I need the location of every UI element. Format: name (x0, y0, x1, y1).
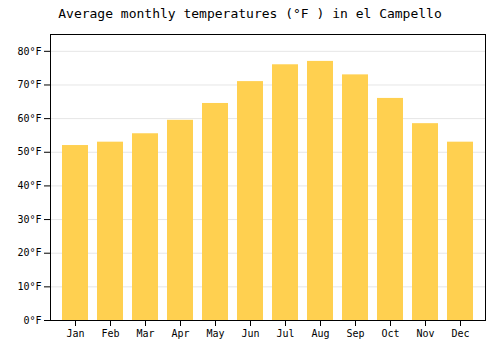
svg-text:Oct: Oct (381, 328, 399, 339)
svg-text:Jan: Jan (66, 328, 84, 339)
svg-text:20°F: 20°F (17, 247, 41, 258)
svg-text:Apr: Apr (171, 328, 189, 339)
html-text:Average monthly temperatures (: Average monthly temperatures (°F ) in el… (58, 6, 442, 21)
svg-text:0°F: 0°F (23, 315, 41, 326)
svg-text:Dec: Dec (451, 328, 469, 339)
svg-text:Sep: Sep (346, 328, 364, 339)
svg-text:Feb: Feb (101, 328, 119, 339)
svg-text:40°F: 40°F (17, 180, 41, 191)
svg-text:May: May (206, 328, 224, 339)
svg-text:Nov: Nov (416, 328, 434, 339)
svg-text:50°F: 50°F (17, 146, 41, 157)
svg-text:Jul: Jul (276, 328, 294, 339)
svg-text:Mar: Mar (136, 328, 154, 339)
svg-text:30°F: 30°F (17, 214, 41, 225)
svg-text:60°F: 60°F (17, 113, 41, 124)
svg-text:Aug: Aug (311, 328, 329, 339)
svg-text:Jun: Jun (241, 328, 259, 339)
svg-text:10°F: 10°F (17, 281, 41, 292)
svg-text:70°F: 70°F (17, 79, 41, 90)
svg-text:80°F: 80°F (17, 46, 41, 57)
